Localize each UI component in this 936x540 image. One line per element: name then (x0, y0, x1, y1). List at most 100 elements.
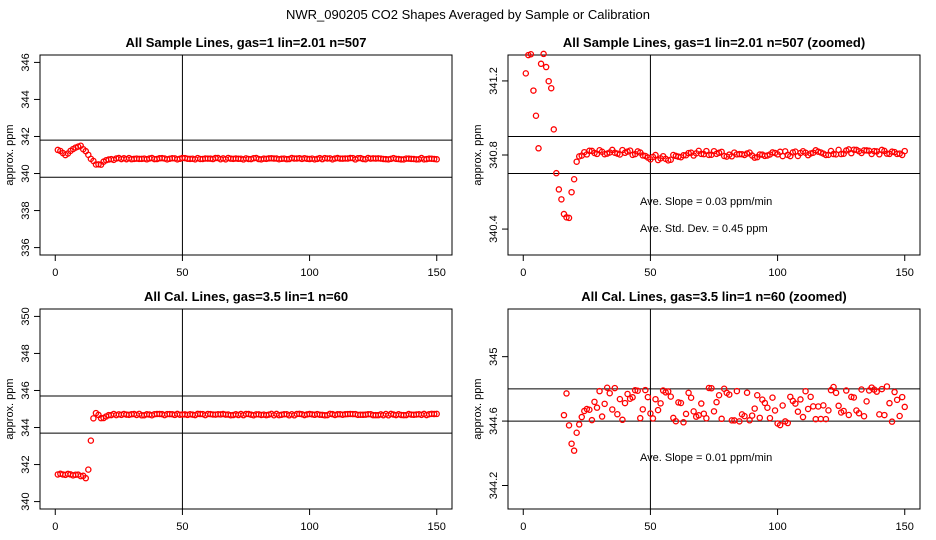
x-tick-label: 50 (644, 521, 656, 533)
data-point (85, 466, 92, 473)
data-point (779, 402, 786, 409)
data-point (876, 411, 883, 418)
data-point (713, 398, 720, 406)
plot-frame (39, 308, 453, 510)
data-point (743, 389, 751, 396)
data-point (761, 399, 769, 407)
data-point (815, 403, 822, 410)
data-point (891, 388, 898, 396)
panel-1: All Sample Lines, gas=1 lin=2.01 n=507 0 5… (4, 35, 453, 279)
data-point (649, 415, 657, 422)
data-point (430, 155, 438, 163)
data-point (766, 414, 774, 422)
x-tick-label: 100 (768, 521, 786, 533)
x-tick-label: 100 (768, 267, 786, 279)
data-point (677, 399, 685, 407)
data-point (575, 421, 583, 428)
data-point (527, 50, 535, 58)
y-tick-label: 342 (20, 455, 32, 473)
data-point (647, 410, 654, 417)
data-point (611, 384, 619, 392)
data-point (825, 407, 832, 414)
data-point (545, 77, 552, 85)
data-point (586, 147, 593, 155)
data-point (741, 412, 748, 420)
data-point (718, 415, 725, 423)
data-point (95, 161, 102, 168)
data-point (764, 404, 771, 412)
data-point (537, 60, 545, 68)
data-point (667, 156, 675, 164)
panel-2: All Sample Lines, gas=1 lin=2.01 n=507 (… (472, 35, 921, 279)
data-points (54, 409, 440, 482)
x-tick-label: 0 (52, 521, 58, 533)
data-point (898, 393, 906, 401)
data-point (570, 176, 578, 183)
data-point (820, 402, 827, 409)
y-axis-label: approx. ppm (4, 378, 16, 439)
data-point (609, 406, 616, 413)
data-point (748, 412, 756, 419)
data-point (433, 156, 440, 163)
x-tick-label: 0 (520, 521, 526, 533)
y-tick-label: 344.6 (488, 407, 500, 435)
data-point (573, 158, 580, 165)
data-point (896, 412, 903, 420)
data-point (822, 415, 830, 423)
data-point (586, 406, 593, 413)
data-point (888, 148, 896, 155)
panels: All Sample Lines, gas=1 lin=2.01 n=507 0 5… (4, 35, 921, 533)
x-tick-label: 150 (428, 267, 446, 279)
data-point (802, 387, 809, 395)
figure-title: NWR_090205 CO2 Shapes Averaged by Sample… (286, 7, 650, 22)
data-point (652, 395, 659, 403)
data-point (553, 169, 560, 177)
data-point (565, 214, 573, 222)
data-point (756, 414, 764, 422)
data-point (619, 416, 626, 424)
data-point (532, 112, 540, 119)
data-point (606, 389, 613, 397)
panel-3: All Cal. Lines, gas=3.5 lin=1 n=60 0 50 100… (4, 289, 453, 533)
plot-frame (507, 308, 921, 510)
y-tick-label: 341.2 (488, 67, 500, 95)
data-point (878, 385, 886, 393)
data-point (822, 151, 830, 159)
annotation: Ave. Slope = 0.01 ppm/min (640, 452, 772, 464)
data-point (901, 403, 908, 411)
data-point (598, 413, 606, 420)
data-point (540, 50, 547, 58)
data-point (835, 402, 842, 410)
data-point (883, 383, 891, 390)
data-point (807, 393, 814, 401)
data-point (639, 152, 647, 159)
data-point (680, 152, 687, 159)
data-point (863, 398, 870, 405)
data-point (855, 409, 863, 417)
data-point (830, 150, 837, 158)
data-point (573, 429, 580, 436)
data-point (639, 406, 647, 413)
data-point (858, 386, 865, 393)
data-point (578, 413, 586, 421)
y-tick-label: 344.2 (488, 472, 500, 500)
y-tick-label: 342 (20, 127, 32, 145)
data-point (771, 407, 779, 414)
data-point (558, 196, 565, 203)
data-point (565, 422, 573, 429)
data-point (535, 145, 542, 152)
data-point (621, 399, 629, 407)
x-tick-label: 150 (428, 521, 446, 533)
x-tick-label: 50 (176, 267, 188, 279)
x-tick-label: 0 (52, 267, 58, 279)
y-tick-label: 346 (20, 53, 32, 71)
data-point (634, 387, 641, 395)
data-point (863, 147, 870, 154)
data-point (654, 406, 662, 414)
data-point (563, 390, 570, 397)
data-point (631, 386, 639, 394)
x-tick-label: 100 (300, 521, 318, 533)
y-tick-label: 344 (20, 90, 32, 108)
y-tick-label: 350 (20, 307, 32, 325)
